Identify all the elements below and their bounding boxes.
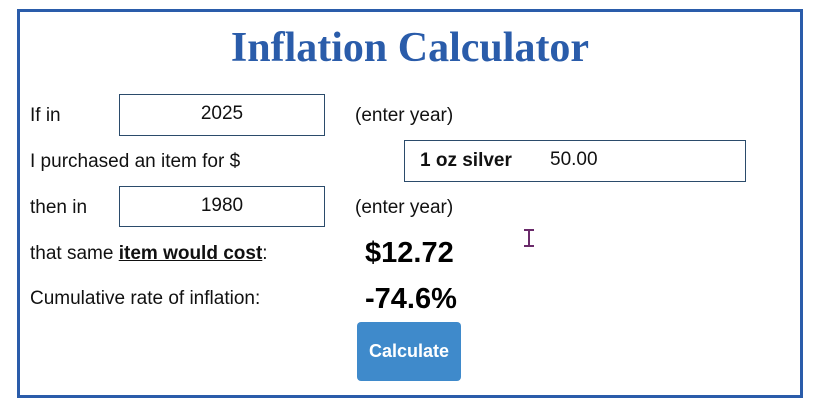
label-bold: item would cost [118,243,263,264]
year-input[interactable]: 1980 [119,186,325,227]
label: If in [30,105,61,126]
amount-box[interactable]: 1 oz silver 50.00 [404,140,746,182]
text-cursor [524,229,534,247]
label: then in [30,197,88,218]
label: I purchased an item for $ [30,151,241,172]
amount-input[interactable]: 50.00 [550,149,598,170]
year-input[interactable]: 2025 [119,94,325,136]
result-rate: -74.6% [365,283,457,315]
label-text: that same [30,243,119,264]
calculate-button[interactable]: Calculate [357,322,461,381]
label: Cumulative rate of inflation: [30,288,261,309]
hint: (enter year) [355,105,454,126]
title: Inflation Calculator [230,25,590,71]
hint: (enter year) [355,197,454,218]
result-price: $12.72 [365,237,454,269]
item-name: 1 oz silver [420,150,512,171]
label: that same item would cost: [30,242,268,266]
label-text: : [262,243,268,264]
calculator-frame [17,9,803,398]
